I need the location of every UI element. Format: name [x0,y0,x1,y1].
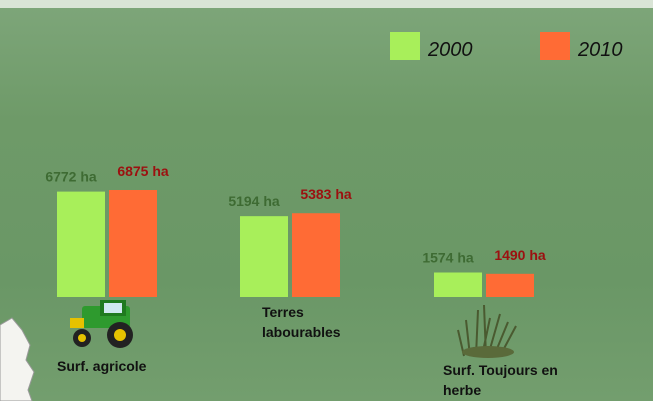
category-label: Surf. Toujours en herbe [443,360,563,400]
value-label: 6772 ha [45,169,97,185]
bar [57,192,105,297]
top-band [0,0,653,8]
category-label: Surf. agricole [57,356,187,376]
legend-label: 2000 [427,39,473,61]
legend-swatch [390,32,420,60]
value-label: 5194 ha [228,193,280,209]
grass-icon [458,305,516,358]
bar [434,273,482,297]
value-label: 1490 ha [494,247,546,263]
category-label: Terres labourables [262,302,372,342]
bar [240,216,288,297]
bar [292,213,340,297]
map-shape [0,318,34,401]
value-label: 5383 ha [300,186,352,202]
tractor-icon [70,300,133,348]
chart: 2000 2010 6772 ha 6875 ha 5194 ha 5383 ha 1574… [0,0,653,401]
bar [486,274,534,297]
value-label: 6875 ha [117,163,169,179]
bar [109,190,157,297]
legend-swatch [540,32,570,60]
legend-label: 2010 [577,39,623,61]
value-label: 1574 ha [422,250,474,266]
